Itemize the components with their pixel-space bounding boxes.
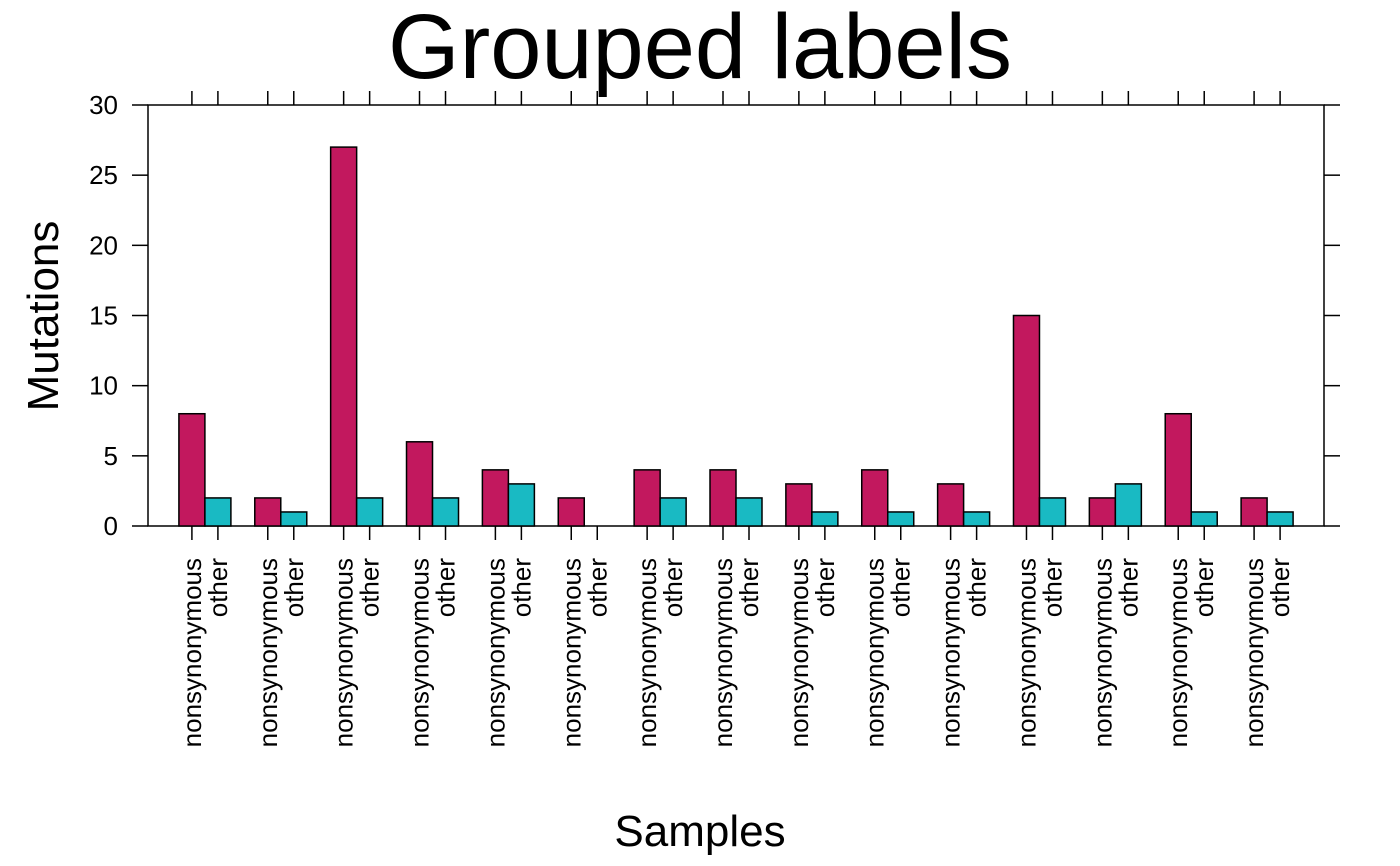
bar-other [280, 511, 308, 527]
bar-other [431, 497, 460, 527]
y-axis: 0 5 10 15 20 25 30 [89, 90, 1340, 541]
plot-frame [147, 104, 1325, 527]
bar-nonsynonymous [1164, 412, 1192, 527]
x-category-label: other [203, 558, 233, 618]
x-category-label: other [1265, 558, 1295, 618]
bar-nonsynonymous [785, 483, 813, 527]
bar-other [1114, 483, 1143, 527]
x-category-label: other [279, 558, 309, 618]
y-tick-label: 30 [89, 90, 118, 120]
bar-other [659, 497, 687, 527]
x-category-label: nonsynonymous [1163, 558, 1193, 747]
x-category-label: nonsynonymous [708, 558, 738, 747]
y-tick-label: 5 [104, 441, 118, 471]
x-category-label: nonsynonymous [784, 558, 814, 747]
x-category-label: other [506, 558, 536, 618]
x-category-label: nonsynonymous [556, 558, 586, 747]
bars [178, 146, 1294, 527]
bar-other [355, 497, 384, 527]
y-tick-label: 0 [104, 511, 118, 541]
x-category-label: other [810, 558, 840, 618]
bar-nonsynonymous [860, 469, 889, 527]
bar-other [735, 497, 763, 527]
x-category-label: other [886, 558, 916, 618]
x-category-label: nonsynonymous [1011, 558, 1041, 747]
x-category-label: nonsynonymous [1087, 558, 1117, 747]
y-tick-label: 25 [89, 160, 118, 190]
bar-other [1038, 497, 1067, 527]
x-category-label: nonsynonymous [1239, 558, 1269, 747]
bar-other [962, 511, 991, 527]
bar-other [1190, 511, 1218, 527]
x-category-label: nonsynonymous [480, 558, 510, 747]
x-category-label: nonsynonymous [860, 558, 890, 747]
bar-other [811, 511, 839, 527]
x-category-label: other [1037, 558, 1067, 618]
chart-title: Grouped labels [388, 0, 1012, 98]
x-category-label: nonsynonymous [936, 558, 966, 747]
bar-nonsynonymous [1240, 497, 1268, 527]
x-category-label: nonsynonymous [632, 558, 662, 747]
bar-nonsynonymous [633, 469, 661, 527]
bar-nonsynonymous [329, 146, 358, 527]
x-category-label: nonsynonymous [177, 558, 207, 747]
x-axis-title: Samples [614, 807, 785, 856]
x-category-label: other [658, 558, 688, 618]
bar-other [1266, 511, 1294, 527]
bar-nonsynonymous [936, 483, 965, 527]
x-category-label: other [582, 558, 612, 618]
x-category-label: other [431, 558, 461, 618]
bar-other [886, 511, 915, 527]
x-category-label: nonsynonymous [405, 558, 435, 747]
bar-nonsynonymous [557, 497, 586, 527]
x-category-label: other [355, 558, 385, 618]
bar-nonsynonymous [178, 412, 206, 527]
bar-nonsynonymous [709, 469, 737, 527]
y-axis-title: Mutations [19, 221, 68, 412]
x-category-label: other [1189, 558, 1219, 618]
bar-nonsynonymous [405, 441, 434, 527]
bar-nonsynonymous [1088, 497, 1117, 527]
bar-other [204, 497, 232, 527]
bar-nonsynonymous [1012, 314, 1041, 527]
x-category-label: nonsynonymous [329, 558, 359, 747]
x-category-label: other [734, 558, 764, 618]
x-category-label: other [1113, 558, 1143, 618]
bar-nonsynonymous [481, 469, 510, 527]
bar-nonsynonymous [254, 497, 282, 527]
y-tick-label: 20 [89, 230, 118, 260]
y-tick-label: 10 [89, 371, 118, 401]
x-category-label: nonsynonymous [253, 558, 283, 747]
x-category-label: other [962, 558, 992, 618]
y-tick-label: 15 [89, 301, 118, 331]
bar-other [507, 483, 536, 527]
